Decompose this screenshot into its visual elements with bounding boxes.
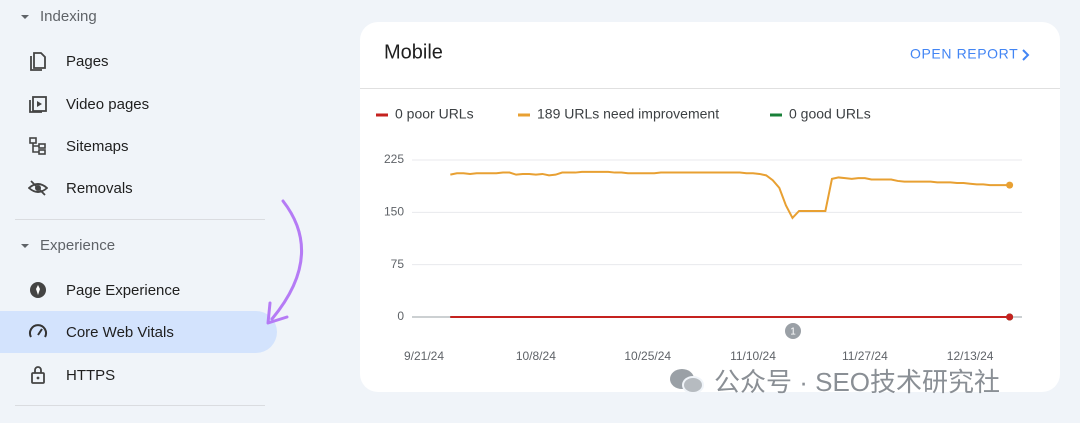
nav-item[interactable]: HTTPS — [0, 354, 277, 396]
divider — [15, 219, 265, 220]
series-line — [450, 170, 1010, 220]
report-card: Mobile OPEN REPORT 0 poor URLs 189 URLs n… — [360, 22, 1060, 392]
annotation-label: 1 — [790, 327, 796, 338]
annotation-marker — [785, 323, 801, 339]
x-tick-label: 9/21/24 — [404, 349, 444, 363]
video-icon — [29, 96, 47, 113]
removals-icon — [28, 180, 48, 196]
caret-icon — [21, 243, 29, 248]
end-point — [1006, 313, 1014, 321]
nav-label: Removals — [66, 179, 133, 197]
x-tick-label: 11/10/24 — [730, 349, 776, 363]
legend-label: 189 URLs need improvement — [537, 106, 719, 122]
nav-label: Video pages — [66, 95, 150, 113]
watermark: 公众号 · SEO技术研究社 — [668, 362, 1000, 399]
chevron-icon[interactable] — [1022, 49, 1030, 61]
x-tick-label: 12/13/24 — [947, 349, 994, 363]
nav-label: Page Experience — [66, 281, 181, 299]
x-tick-label: 11/27/24 — [842, 349, 888, 363]
end-point — [1006, 181, 1014, 189]
gauge-icon — [29, 324, 47, 338]
caret-icon — [21, 14, 29, 19]
wechat-icon — [670, 368, 704, 394]
section-title: Experience — [40, 237, 116, 254]
nav-label: Sitemaps — [66, 137, 129, 155]
card-title: Mobile — [384, 41, 443, 63]
nav-item[interactable]: Removals — [0, 167, 277, 209]
open-report[interactable]: OPEN REPORT — [910, 46, 1018, 62]
pages-icon — [30, 52, 46, 71]
chart: Mobile OPEN REPORT 0 poor URLs 189 URLs n… — [360, 41, 1060, 363]
x-tick-label: 10/25/24 — [624, 349, 671, 363]
section-title: Indexing — [40, 8, 97, 25]
nav-label: Pages — [66, 52, 109, 70]
nav-item[interactable]: Pages — [0, 40, 277, 82]
y-tick-label: 75 — [391, 257, 405, 271]
nav-item[interactable]: Video pages — [0, 83, 277, 125]
y-tick-label: 150 — [384, 205, 404, 219]
nav-item-active[interactable]: Core Web Vitals — [0, 311, 277, 353]
nav-item[interactable]: Sitemaps — [0, 125, 277, 167]
sitemap-icon — [29, 137, 46, 155]
nav-label: Core Web Vitals — [66, 323, 174, 341]
arrow-annotation — [266, 199, 304, 325]
section-header[interactable]: Experience — [20, 237, 115, 254]
nav-item[interactable]: Page Experience — [0, 269, 277, 311]
lock-icon — [31, 366, 45, 384]
legend-label: 0 poor URLs — [395, 106, 474, 122]
y-tick-label: 225 — [384, 152, 404, 166]
nav-label: HTTPS — [66, 366, 116, 384]
legend-label: 0 good URLs — [789, 106, 871, 122]
divider — [15, 405, 265, 406]
section-header[interactable]: Indexing — [20, 8, 97, 25]
watermark-text: 公众号 · SEO技术研究社 — [714, 367, 1001, 397]
experience-icon — [30, 282, 46, 298]
x-tick-label: 10/8/24 — [516, 349, 556, 363]
y-tick-label: 0 — [397, 309, 404, 323]
